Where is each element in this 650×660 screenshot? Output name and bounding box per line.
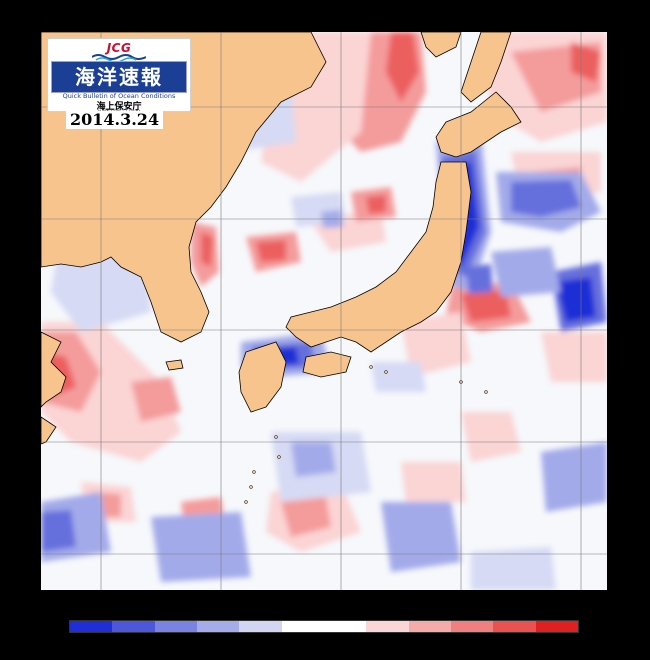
colorbar-step <box>408 621 451 632</box>
colorbar-step <box>450 621 494 632</box>
colorbar-step <box>535 621 578 632</box>
logo-subtitle: Quick Bulletin of Ocean Conditions <box>62 92 176 100</box>
logo-title: 海洋速報 <box>75 65 163 89</box>
jcg-logo: JCG 海洋速報 Quick Bulletin of Ocean Conditi… <box>47 38 191 114</box>
colorbar-step <box>239 621 282 632</box>
colorbar-step <box>112 621 155 632</box>
color-scale-bar <box>69 620 579 633</box>
sea-temperature-map[interactable]: JCG 海洋速報 Quick Bulletin of Ocean Conditi… <box>41 32 607 590</box>
map-date: 2014.3.24 <box>66 111 164 129</box>
colorbar-step <box>323 621 367 632</box>
colorbar-step <box>154 621 197 632</box>
logo-title-box: 海洋速報 <box>51 61 187 93</box>
wave-emblem-icon <box>92 54 146 61</box>
colorbar-step <box>281 621 324 632</box>
lat-lon-grid <box>41 32 607 590</box>
colorbar-step <box>70 621 113 632</box>
colorbar-step <box>366 621 409 632</box>
colorbar-step <box>196 621 240 632</box>
jcg-abbr: JCG <box>106 41 132 55</box>
logo-agency: 海上保安庁 <box>96 102 142 112</box>
colorbar-step <box>493 621 536 632</box>
